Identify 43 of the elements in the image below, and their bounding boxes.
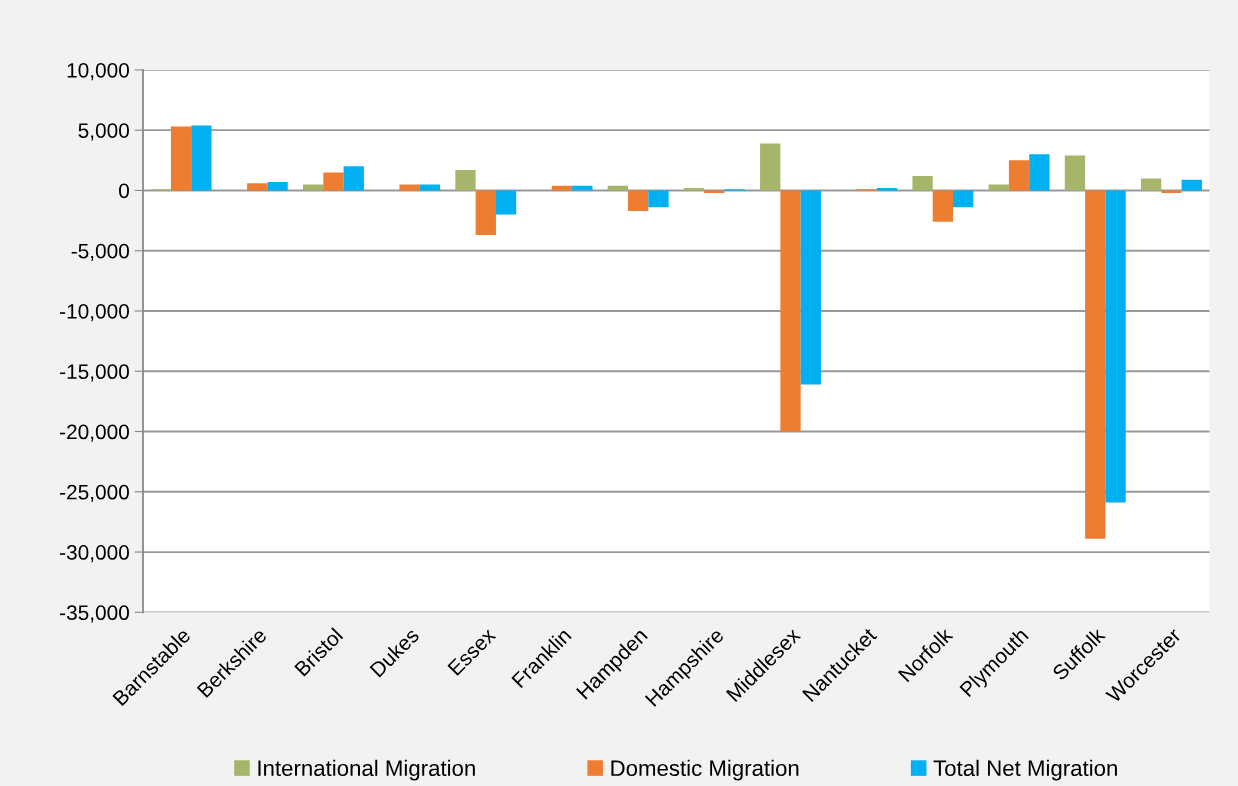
y-tick-label: 5,000 [78, 123, 129, 141]
y-tick-label: -30,000 [60, 545, 129, 563]
y-tick-label: -10,000 [60, 304, 129, 322]
bar [1085, 190, 1106, 539]
bar [1105, 190, 1126, 503]
bar [953, 190, 974, 208]
bar [170, 126, 192, 191]
y-tick-label: -20,000 [60, 424, 129, 442]
bar [800, 190, 821, 385]
legend-label: Domestic Migration [611, 759, 799, 781]
bar [760, 143, 781, 191]
bar [1140, 178, 1162, 191]
bar [302, 184, 324, 191]
bar [704, 190, 725, 193]
bar [912, 176, 933, 191]
bar [419, 184, 441, 191]
bar [1161, 190, 1182, 193]
bar [1029, 154, 1050, 191]
bar [988, 184, 1009, 191]
y-tick-label: 0 [119, 183, 129, 199]
bar [648, 190, 669, 208]
legend-label: International Migration [258, 759, 475, 781]
bar [1064, 155, 1086, 191]
bar [1181, 179, 1202, 191]
bar [628, 190, 649, 211]
y-tick-label: -5,000 [71, 243, 129, 261]
bar [780, 190, 801, 432]
bar [343, 166, 364, 191]
y-tick-label: -15,000 [60, 364, 129, 382]
bar [1008, 160, 1030, 191]
y-tick-label: -35,000 [60, 605, 129, 623]
bar [191, 125, 212, 191]
bar [247, 183, 268, 191]
bar [399, 184, 420, 191]
bar [455, 169, 476, 191]
bar [495, 190, 517, 215]
bar [323, 172, 344, 191]
bar [475, 190, 496, 236]
bar [267, 182, 288, 191]
legend-label: Total Net Migration [933, 759, 1117, 781]
bar [932, 190, 954, 222]
y-tick-label: -25,000 [60, 484, 129, 502]
y-tick-label: 10,000 [67, 62, 129, 81]
